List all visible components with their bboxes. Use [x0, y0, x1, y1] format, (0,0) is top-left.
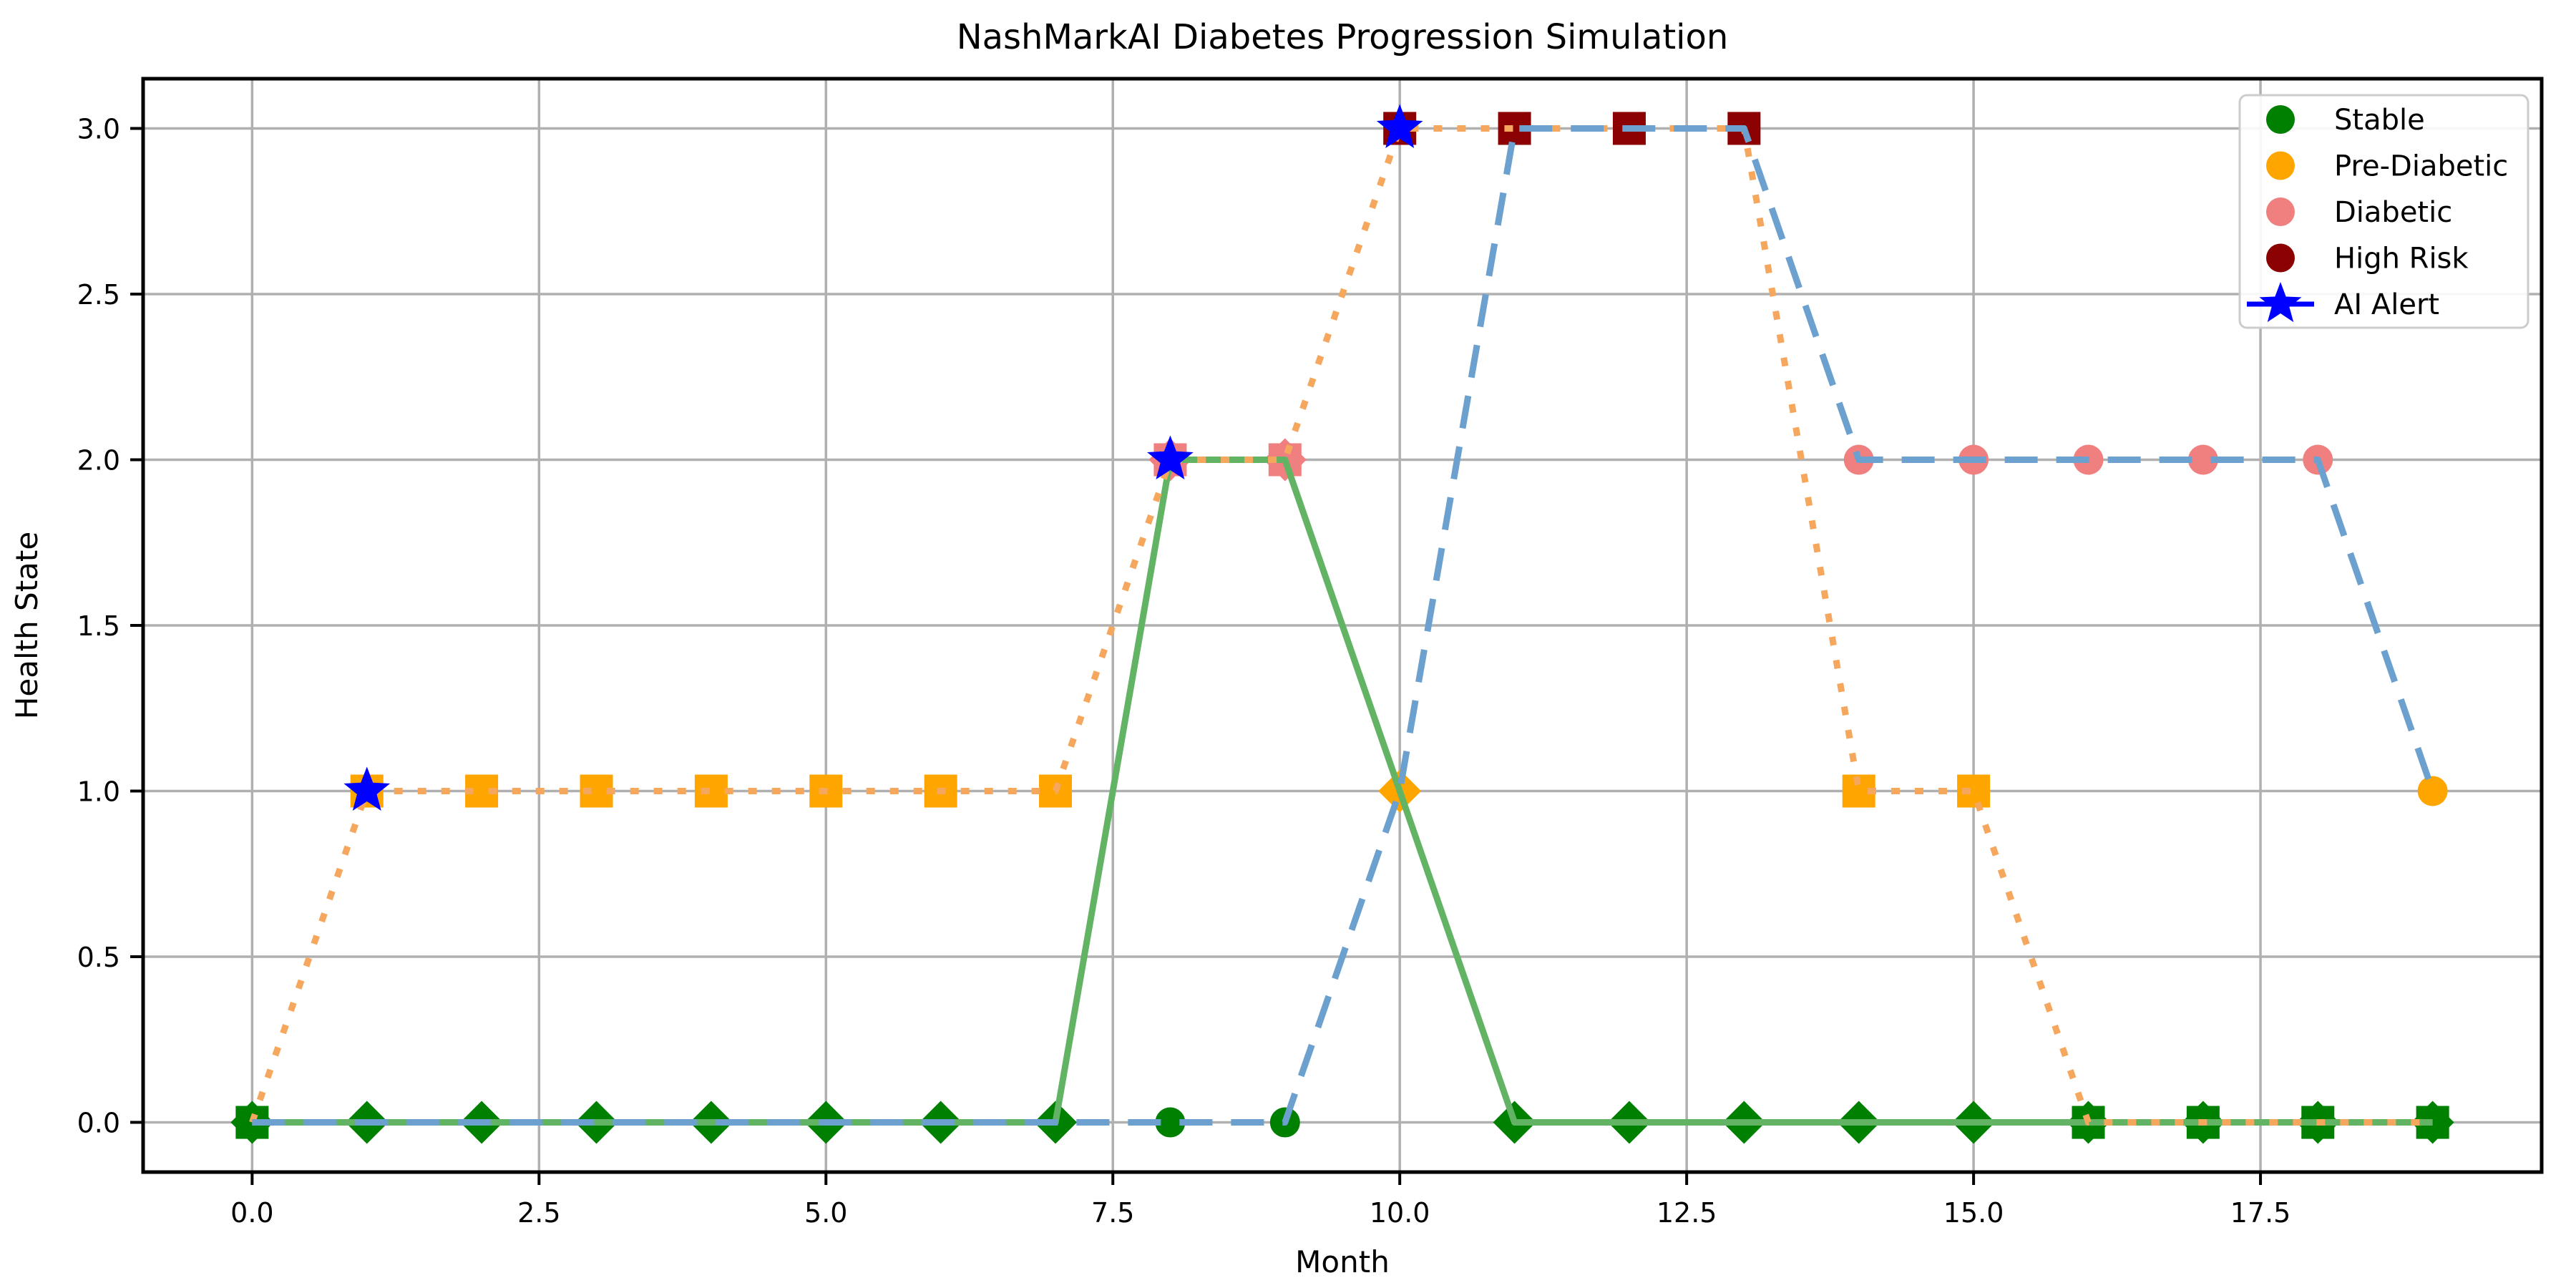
legend-marker-dot [2266, 151, 2295, 180]
legend-item: Diabetic [2266, 196, 2452, 229]
legend-item: AI Alert [2247, 282, 2439, 323]
x-tick-label: 17.5 [2230, 1197, 2291, 1229]
legend-item-label: High Risk [2334, 243, 2469, 275]
legend-item: High Risk [2266, 243, 2469, 275]
ai-alert-star-marker [343, 766, 391, 811]
ai-alert-stars [343, 104, 1423, 811]
y-tick-label: 0.5 [77, 942, 120, 973]
x-tick-label: 5.0 [804, 1197, 847, 1229]
ai-alert-star-marker [1376, 104, 1423, 148]
legend-marker-dot [2266, 197, 2295, 226]
legend-marker-dot [2266, 105, 2295, 134]
trajectory-lines [249, 125, 2436, 1126]
data-point-marker-circle [2187, 444, 2218, 475]
x-tick-label: 0.0 [230, 1197, 273, 1229]
legend-item-label: AI Alert [2334, 288, 2439, 321]
x-tick-label: 10.0 [1370, 1197, 1430, 1229]
y-tick-label: 0.0 [77, 1108, 120, 1139]
data-point-marker-circle [1155, 1107, 1186, 1138]
legend: Stable Pre-Diabetic Diabetic High Risk AI Al… [2238, 94, 2529, 329]
data-point-marker-circle [2417, 776, 2448, 806]
series-line-patient-circle-dashed [252, 125, 2436, 1126]
ai-alert-star-marker [1147, 435, 1194, 479]
chart-title: NashMarkAI Diabetes Progression Simulati… [957, 17, 1729, 57]
x-tick-label: 15.0 [1943, 1197, 2004, 1229]
y-tick-label: 2.5 [77, 279, 120, 311]
x-tick-label: 12.5 [1657, 1197, 1717, 1229]
data-point-marker-square [694, 774, 728, 808]
series-line-patient-square-dotted [249, 125, 2433, 1126]
axes-and-ticks: 0.0 2.5 5.0 7.5 10.0 12.5 15.0 17.5 0.0 0.5 1.0 1.5… [77, 77, 2544, 1229]
y-tick-label: 3.0 [77, 113, 120, 145]
legend-marker-dot [2266, 243, 2295, 273]
x-tick-label: 7.5 [1091, 1197, 1134, 1229]
legend-item-label: Pre-Diabetic [2334, 150, 2508, 183]
y-tick-label: 2.0 [77, 444, 120, 476]
legend-item-label: Stable [2334, 104, 2425, 137]
y-tick-label: 1.0 [77, 776, 120, 808]
legend-marker-star [2259, 282, 2302, 323]
y-axis-label: Health State [9, 532, 44, 719]
legend-item-label: Diabetic [2334, 196, 2452, 229]
x-axis-label: Month [1295, 1244, 1390, 1279]
y-tick-label: 1.5 [77, 610, 120, 642]
x-tick-label: 2.5 [517, 1197, 560, 1229]
legend-item: Stable [2266, 104, 2425, 137]
legend-box [2238, 94, 2529, 329]
legend-item: Pre-Diabetic [2266, 150, 2508, 183]
